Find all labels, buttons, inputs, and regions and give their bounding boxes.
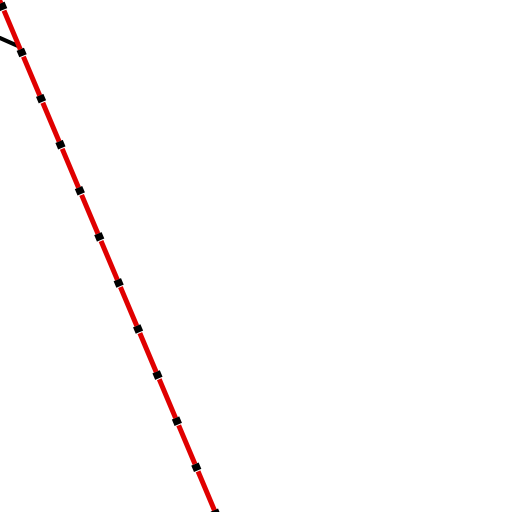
dashed-line	[0, 0, 218, 512]
stroke-mark	[0, 36, 20, 48]
